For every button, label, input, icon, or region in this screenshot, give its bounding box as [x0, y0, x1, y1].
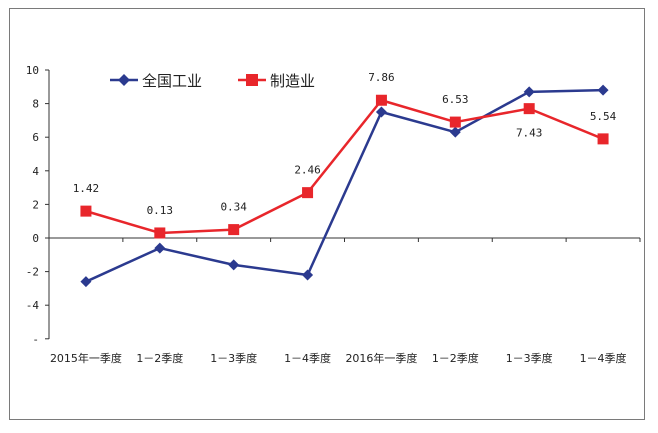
- data-point-marker: [375, 94, 387, 106]
- legend-label-2: 制造业: [270, 72, 315, 90]
- x-tick-label: 1－3季度: [506, 351, 553, 365]
- y-tick-label: 4: [32, 165, 39, 178]
- data-label: 0.34: [220, 201, 247, 214]
- data-point-marker: [154, 227, 166, 239]
- y-tick-label: 8: [32, 98, 39, 111]
- data-point-marker: [449, 116, 461, 128]
- data-point-marker: [375, 106, 387, 118]
- data-point-marker: [523, 103, 535, 115]
- data-label: 2.46: [294, 164, 321, 177]
- data-point-marker: [302, 269, 314, 281]
- chart-frame: [9, 8, 645, 420]
- data-label: 7.86: [368, 71, 395, 84]
- x-tick-label: 2016年一季度: [345, 351, 417, 365]
- data-label: 7.43: [516, 127, 543, 140]
- data-point-marker: [523, 86, 535, 98]
- data-label: 6.53: [442, 93, 469, 106]
- x-tick-label: 2015年一季度: [50, 351, 122, 365]
- x-tick-label: 1－3季度: [210, 351, 257, 365]
- data-point-marker: [228, 224, 240, 236]
- x-tick-label: 1－4季度: [580, 351, 627, 365]
- legend-label-1: 全国工业: [142, 72, 202, 90]
- data-label: 5.54: [590, 110, 617, 123]
- data-point-marker: [154, 242, 166, 254]
- legend-marker-1: [118, 74, 130, 86]
- data-point-marker: [597, 84, 609, 96]
- data-point-marker: [228, 259, 240, 271]
- legend-marker-2: [246, 74, 258, 86]
- data-label: 0.13: [147, 204, 174, 217]
- y-tick-label: -4: [26, 299, 40, 312]
- y-tick-label: 2: [32, 198, 39, 211]
- data-point-marker: [302, 187, 314, 199]
- y-tick-label: -2: [26, 266, 39, 279]
- data-point-marker: [80, 205, 92, 217]
- x-tick-label: 1－2季度: [432, 351, 479, 365]
- y-tick-label: -: [32, 333, 39, 346]
- y-tick-label: 0: [32, 232, 39, 245]
- y-tick-label: 10: [26, 64, 39, 77]
- series-line-2: [85, 98, 604, 235]
- data-point-marker: [597, 133, 609, 145]
- data-point-marker: [80, 276, 92, 288]
- x-tick-label: 1－2季度: [136, 351, 183, 365]
- x-tick-label: 1－4季度: [284, 351, 331, 365]
- series-line-1: [85, 88, 604, 283]
- data-label: 1.42: [73, 182, 100, 195]
- y-tick-label: 6: [32, 131, 39, 144]
- data-point-marker: [449, 126, 461, 138]
